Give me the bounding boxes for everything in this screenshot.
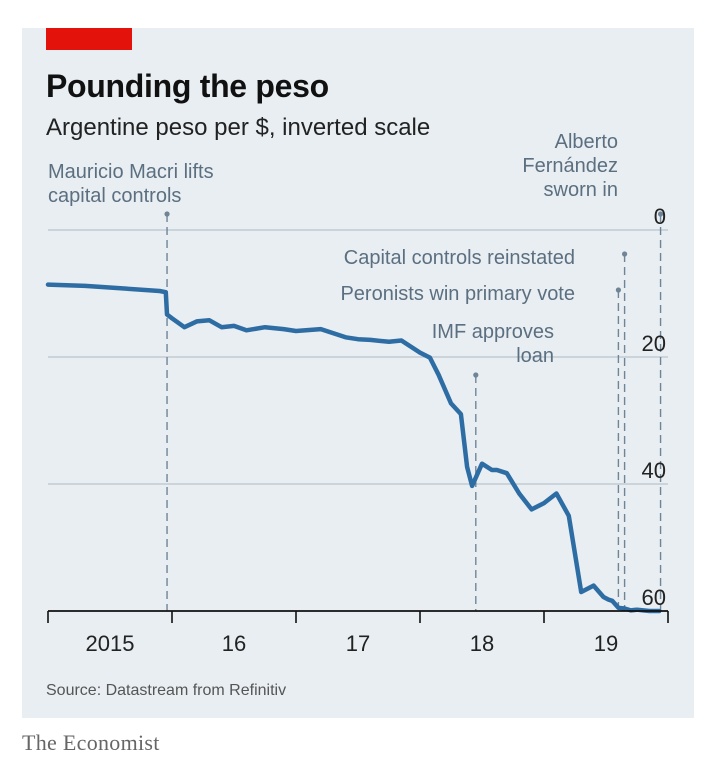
gridlines [48, 229, 668, 485]
annotation-lines [164, 211, 664, 611]
annotation-labels: Mauricio Macri lifts capital controls IMF … [48, 131, 618, 367]
red-tag-bar [46, 28, 132, 50]
annotation-dot [164, 211, 170, 217]
annotation-dot [615, 287, 622, 293]
annotation-dot [473, 372, 479, 378]
series-line [45, 282, 662, 614]
chart-panel: Pounding the peso Argentine peso per $, … [22, 28, 694, 718]
chart-title: Pounding the peso [46, 68, 329, 104]
x-tick-labels: 2015 16 17 18 19 [86, 631, 619, 656]
y-tick-label: 0 [654, 204, 666, 229]
y-tick-label: 60 [642, 585, 666, 610]
annotation-dot [622, 251, 628, 257]
annotation-label: Mauricio Macri lifts capital controls [48, 161, 214, 207]
x-tick-label: 16 [222, 631, 246, 656]
x-tick-label: 17 [346, 631, 370, 656]
y-tick-labels: 0 20 40 60 [642, 204, 666, 610]
x-tick-label: 2015 [86, 631, 135, 656]
line-chart: 0 20 40 60 2015 16 17 18 19 Mauricio Macri lift… [45, 131, 669, 656]
annotation-label: IMF approves loan [432, 321, 554, 367]
annotation-label: Alberto Fernández sworn in [522, 131, 618, 201]
publisher-brand: The Economist [22, 730, 160, 755]
annotation-label: Peronists win primary vote [340, 283, 575, 305]
annotation-dot [657, 211, 664, 217]
chart-subtitle: Argentine peso per $, inverted scale [46, 114, 431, 141]
x-axis [47, 610, 669, 623]
y-tick-label: 20 [642, 331, 666, 356]
annotation-label: Capital controls reinstated [344, 247, 575, 269]
x-tick-label: 18 [470, 631, 494, 656]
series-layer [45, 282, 662, 614]
source-note: Source: Datastream from Refinitiv [46, 682, 287, 699]
y-tick-label: 40 [642, 458, 666, 483]
x-tick-label: 19 [594, 631, 618, 656]
